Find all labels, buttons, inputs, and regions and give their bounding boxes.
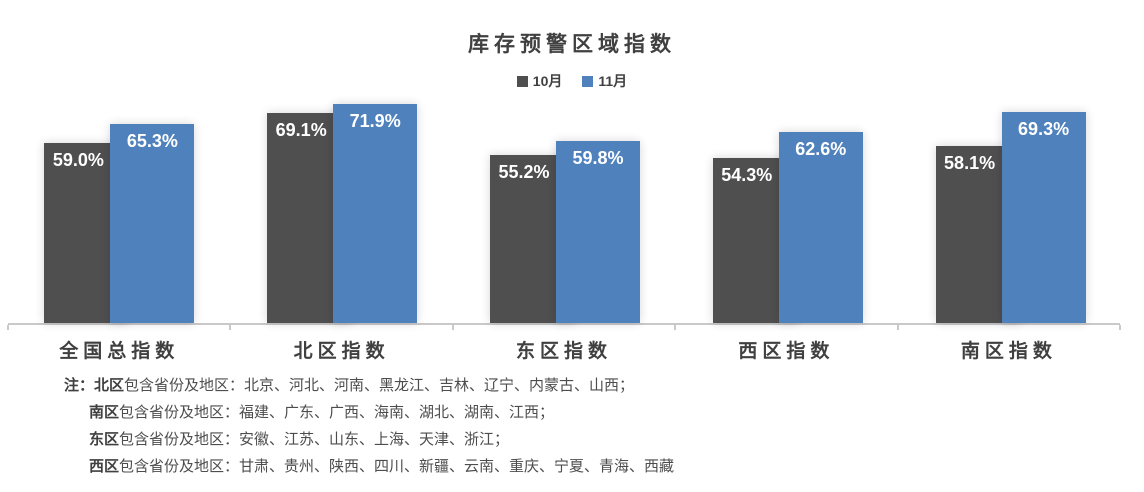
bar-group-5: 58.1% 69.3% (899, 98, 1122, 323)
axis-ticks (7, 325, 1121, 331)
footnote-text-north: 包含省份及地区：北京、河北、河南、黑龙江、吉林、辽宁、内蒙古、山西； (124, 377, 635, 394)
bar-group-1: 59.0% 65.3% (8, 98, 231, 323)
bar-11月-东区指数: 59.8% (555, 141, 640, 323)
data-label-11月-南区指数: 69.3% (1018, 119, 1070, 139)
axis-tick-2 (451, 325, 454, 330)
footnote: 注：北区包含省份及地区：北京、河北、河南、黑龙江、吉林、辽宁、内蒙古、山西； 南… (64, 372, 1114, 480)
chart-title: 库存预警区域指数 (468, 33, 676, 56)
data-label-10月-东区指数: 55.2% (498, 162, 550, 182)
axis-tick-5 (1119, 325, 1121, 330)
axis-tick-1 (229, 325, 232, 330)
data-label-10月-南区指数: 58.1% (944, 153, 996, 173)
footnote-text-south: 包含省份及地区：福建、广东、广西、海南、湖北、湖南、江西； (119, 404, 555, 421)
footnote-line-east: 东区包含省份及地区：安徽、江苏、山东、上海、天津、浙江； (89, 426, 1114, 453)
footnote-text-east: 包含省份及地区：安徽、江苏、山东、上海、天津、浙江； (119, 431, 510, 448)
data-label-10月-全国总指数: 59.0% (52, 150, 104, 170)
bar-group-3: 55.2% 59.8% (454, 98, 677, 323)
bar-group-4: 54.3% 62.6% (676, 98, 899, 323)
footnote-line-north: 注：北区包含省份及地区：北京、河北、河南、黑龙江、吉林、辽宁、内蒙古、山西； (64, 372, 1114, 399)
footnote-line-west: 西区包含省份及地区：甘肃、贵州、陕西、四川、新疆、云南、重庆、宁夏、青海、西藏 (89, 453, 1114, 480)
axis-tick-3 (674, 325, 677, 330)
footnote-line-south: 南区包含省份及地区：福建、广东、广西、海南、湖北、湖南、江西； (89, 399, 1114, 426)
footnote-region-north: 北区 (94, 377, 125, 394)
legend-item-nov: 11月 (582, 71, 627, 91)
category-label-west: 西区指数 (738, 341, 835, 362)
bar-11月-全国总指数: 65.3% (110, 124, 195, 323)
axis-tick-0 (7, 325, 9, 330)
legend-label-nov: 11月 (598, 73, 628, 89)
legend-swatch-oct (516, 75, 528, 87)
legend-label-oct: 10月 (532, 73, 563, 89)
legend-item-oct: 10月 (516, 71, 563, 91)
footnote-region-south: 南区 (89, 404, 120, 421)
data-label-10月-西区指数: 54.3% (721, 165, 773, 185)
category-axis: 全国总指数 北区指数 东区指数 西区指数 南区指数 (8, 336, 1120, 363)
footnote-region-west: 西区 (89, 458, 120, 475)
data-label-11月-西区指数: 62.6% (795, 139, 847, 159)
bar-11月-南区指数: 69.3% (1001, 112, 1086, 323)
data-label-11月-全国总指数: 65.3% (126, 131, 178, 151)
footnote-region-east: 东区 (89, 431, 120, 448)
axis-tick-4 (896, 325, 899, 330)
x-axis-line (8, 323, 1120, 325)
data-label-10月-北区指数: 69.1% (275, 120, 327, 140)
bar-11月-西区指数: 62.6% (778, 132, 863, 323)
plot-area: 59.0% 65.3% 69.1% 71.9% 55.2% 59.8% 54.3% 62.6%… (8, 98, 1122, 323)
category-label-east: 东区指数 (516, 341, 613, 362)
data-label-11月-东区指数: 59.8% (572, 148, 624, 168)
category-label-south: 南区指数 (960, 341, 1057, 362)
footnote-text-west: 包含省份及地区：甘肃、贵州、陕西、四川、新疆、云南、重庆、宁夏、青海、西藏 (119, 458, 675, 475)
legend-swatch-nov (582, 75, 594, 87)
category-label-national: 全国总指数 (59, 341, 180, 362)
category-label-north: 北区指数 (293, 341, 390, 362)
legend: 10月 11月 (0, 72, 1144, 90)
bar-11月-北区指数: 71.9% (333, 104, 418, 323)
footnote-prefix: 注： (64, 377, 95, 394)
data-label-11月-北区指数: 71.9% (349, 111, 401, 131)
bar-group-2: 69.1% 71.9% (231, 98, 454, 323)
